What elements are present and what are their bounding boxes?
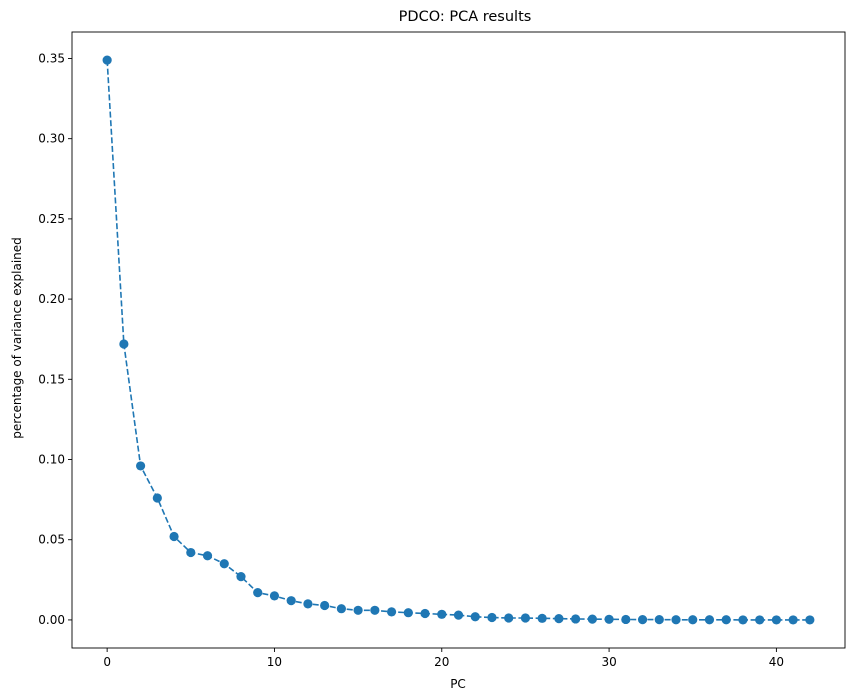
data-point <box>537 613 547 623</box>
data-point <box>721 615 731 625</box>
data-point <box>487 612 497 623</box>
series-line <box>106 60 810 621</box>
x-axis-label: PC <box>450 677 466 691</box>
data-point <box>119 339 129 349</box>
data-point <box>587 614 597 624</box>
data-point <box>219 559 229 569</box>
y-tick-label: 0.35 <box>38 51 65 65</box>
data-point <box>102 55 112 65</box>
y-axis-label: percentage of variance explained <box>10 237 24 439</box>
data-point <box>353 605 363 615</box>
data-point <box>504 613 514 623</box>
data-point <box>336 604 346 614</box>
data-point <box>269 591 280 601</box>
data-point <box>805 615 815 625</box>
data-point <box>621 614 631 625</box>
chart-title: PDCO: PCA results <box>399 9 532 25</box>
data-point <box>520 613 531 623</box>
data-point <box>136 461 146 471</box>
data-point <box>637 615 648 625</box>
data-point <box>654 615 664 625</box>
data-point <box>788 615 798 625</box>
data-point <box>755 615 765 625</box>
data-point <box>604 614 614 624</box>
data-point <box>738 615 748 625</box>
x-tick-label: 20 <box>434 655 449 669</box>
y-tick-label: 0.10 <box>38 453 65 467</box>
x-tick-label: 10 <box>267 655 282 669</box>
y-tick-label: 0.15 <box>38 372 65 386</box>
x-tick-label: 30 <box>601 655 616 669</box>
data-point <box>386 607 397 617</box>
y-tick-label: 0.00 <box>38 613 65 627</box>
data-point <box>403 608 413 618</box>
data-point <box>470 612 480 622</box>
x-tick-label: 40 <box>769 655 784 669</box>
data-point <box>554 614 564 624</box>
data-point <box>202 551 213 561</box>
y-tick-label: 0.05 <box>38 533 65 547</box>
data-point <box>437 609 447 619</box>
y-tick-label: 0.30 <box>38 132 65 146</box>
data-point <box>704 615 715 625</box>
axes-frame <box>71 31 846 649</box>
data-point <box>420 608 430 619</box>
data-point <box>286 596 296 606</box>
data-point <box>253 588 263 598</box>
data-point <box>453 610 464 620</box>
data-point <box>320 600 330 611</box>
data-point <box>771 615 782 625</box>
data-point <box>236 572 246 582</box>
data-point <box>186 547 196 558</box>
plot-area: 0 10 20 30 40 0.00 0.05 0.10 0.15 0.20 0.25 0.30 0.3… <box>38 31 846 669</box>
data-point <box>370 605 380 615</box>
data-point <box>303 599 313 609</box>
data-point <box>571 614 581 624</box>
y-tick-label: 0.25 <box>38 212 65 226</box>
data-point <box>169 531 179 542</box>
data-point <box>152 493 162 503</box>
data-point <box>688 615 698 625</box>
x-tick-label: 0 <box>103 655 111 669</box>
y-tick-label: 0.20 <box>38 292 65 306</box>
data-point <box>671 615 681 625</box>
